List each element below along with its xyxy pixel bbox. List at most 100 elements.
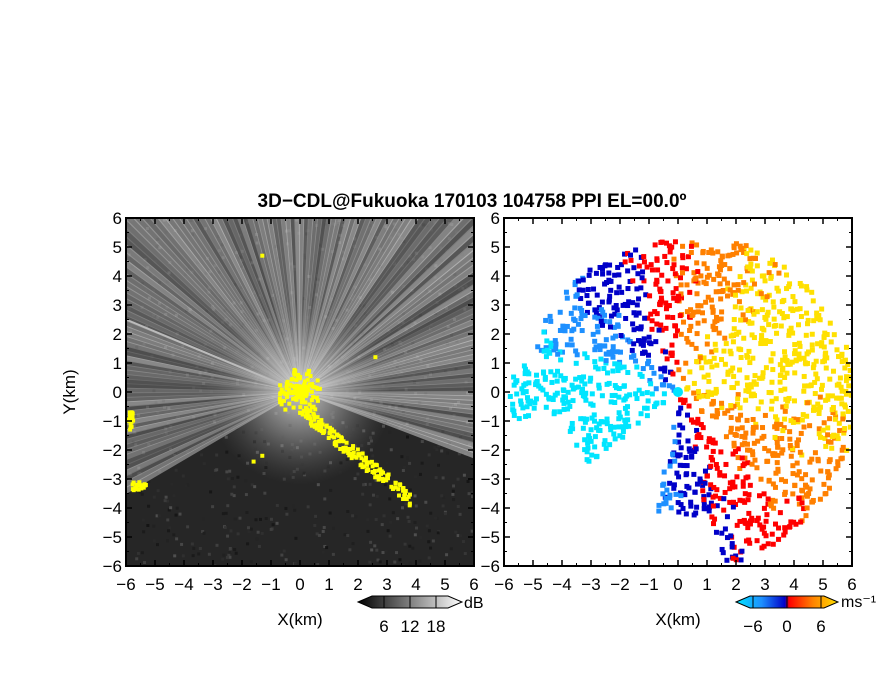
noise-pixel [147, 504, 151, 508]
velocity-pixel [816, 410, 822, 416]
velocity-pixel [710, 503, 716, 509]
overlay-pixel [312, 423, 317, 428]
noise-pixel [370, 548, 374, 552]
velocity-pixel [749, 332, 755, 338]
velocity-pixel [797, 343, 803, 349]
velocity-pixel [607, 262, 613, 268]
velocity-pixel [827, 416, 833, 422]
velocity-pixel [660, 482, 666, 488]
velocity-pixel [699, 310, 705, 316]
velocity-pixel [631, 341, 637, 347]
velocity-pixel [660, 348, 666, 354]
velocity-pixel [597, 347, 603, 353]
overlay-pixel [303, 414, 308, 419]
velocity-pixel [708, 463, 714, 469]
noise-pixel [263, 491, 267, 495]
velocity-pixel [758, 337, 764, 343]
velocity-pixel [584, 293, 590, 299]
intensity-ray [126, 345, 300, 392]
velocity-pixel [591, 286, 597, 292]
intensity-ray [126, 258, 300, 392]
noise-pixel [371, 454, 375, 458]
velocity-pixel [829, 433, 835, 439]
velocity-x-axis-label: X(km) [655, 610, 700, 629]
velocity-pixel [522, 366, 528, 372]
velocity-pixel [834, 347, 840, 353]
noise-pixel [200, 453, 204, 457]
noise-pixel [366, 529, 370, 533]
velocity-pixel [823, 443, 829, 449]
velocity-pixel [708, 391, 714, 397]
noise-pixel [317, 533, 321, 537]
noise-pixel [306, 505, 310, 509]
velocity-pixel [674, 359, 680, 365]
overlay-pixel [127, 417, 132, 422]
velocity-pixel [634, 286, 640, 292]
velocity-pixel [832, 416, 838, 422]
velocity-pixel [587, 378, 593, 384]
noise-pixel [156, 543, 160, 547]
velocity-pixel [659, 272, 665, 278]
velocity-pixel [687, 327, 693, 333]
velocity-pixel [753, 381, 759, 387]
velocity-pixel [606, 299, 612, 305]
velocity-pixel [792, 370, 798, 376]
noise-pixel [152, 524, 156, 528]
velocity-pixel [735, 396, 741, 402]
noise-pixel [375, 494, 379, 498]
velocity-colorbar-unit: ms⁻¹ [841, 594, 876, 611]
velocity-pixel [616, 394, 622, 400]
velocity-pixel [610, 344, 616, 350]
noise-pixel [215, 543, 219, 547]
velocity-pixel [777, 379, 783, 385]
overlay-pixel [407, 503, 412, 508]
velocity-pixel [703, 359, 709, 365]
overlay-pixel [359, 456, 364, 461]
velocity-pixel [686, 485, 692, 491]
noise-pixel [425, 524, 429, 528]
noise-pixel [371, 493, 375, 497]
velocity-pixel [557, 327, 563, 333]
velocity-pixel [654, 277, 660, 283]
velocity-pixel [628, 354, 634, 360]
velocity-pixel [519, 386, 525, 392]
velocity-pixel [829, 393, 835, 399]
noise-pixel [413, 475, 417, 479]
velocity-pixel [703, 281, 709, 287]
velocity-pixel [786, 328, 792, 334]
velocity-pixel [731, 282, 737, 288]
velocity-pixel [615, 323, 621, 329]
velocity-pixel [846, 383, 852, 389]
noise-pixel [443, 512, 447, 516]
velocity-pixel [804, 413, 810, 419]
velocity-pixel [713, 325, 719, 331]
velocity-pixel [685, 339, 691, 345]
velocity-pixel [839, 447, 845, 453]
noise-pixel [401, 469, 405, 473]
velocity-pixel [653, 386, 659, 392]
overlay-pixel [308, 409, 313, 414]
velocity-pixel [593, 454, 599, 460]
velocity-pixel [792, 348, 798, 354]
velocity-pixel [526, 371, 532, 377]
velocity-pixel [765, 496, 771, 502]
velocity-pixel [674, 470, 680, 476]
noise-pixel [470, 495, 474, 499]
velocity-pixel [612, 436, 618, 442]
overlay-pixel [332, 442, 337, 447]
velocity-pixel [779, 450, 785, 456]
velocity-pixel [661, 391, 667, 397]
velocity-pixel [801, 506, 807, 512]
noise-pixel [244, 493, 248, 497]
velocity-pixel [728, 403, 734, 409]
velocity-pixel [688, 499, 694, 505]
velocity-pixel [586, 433, 592, 439]
velocity-pixel [579, 308, 585, 314]
velocity-pixel [706, 436, 712, 442]
noise-pixel [354, 515, 358, 519]
velocity-pixel [564, 323, 570, 329]
velocity-pixel [704, 444, 710, 450]
overlay-pixel [302, 382, 307, 387]
overlay-pixel [328, 427, 333, 432]
velocity-pixel [807, 423, 813, 429]
